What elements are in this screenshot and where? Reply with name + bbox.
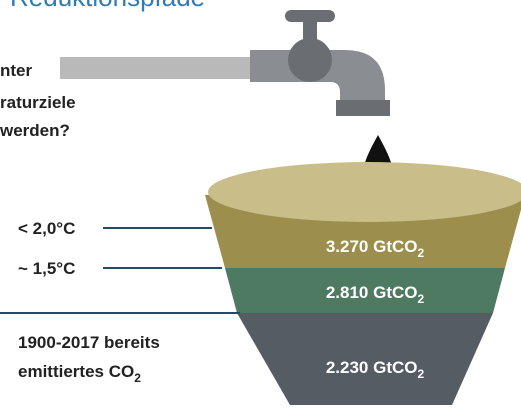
level-label: 1900-2017 bereits [18,333,160,352]
amount: 2.230 GtCO2 [326,358,425,381]
level-label: ~ 1,5°C [18,259,75,278]
subscript: 2 [134,371,141,385]
amount-text: 3.270 GtCO [326,237,418,256]
band-1-5 [225,268,505,313]
amount-text: 2.810 GtCO [326,283,418,302]
question-line: nter [0,61,33,80]
amount: 2.810 GtCO2 [326,283,425,306]
subscript: 2 [417,367,424,381]
pipe [60,57,260,79]
amount: 3.270 GtCO2 [326,237,425,260]
amount-text: 2.230 GtCO [326,358,418,377]
subscript: 2 [417,292,424,306]
title: Reduktionspfade [10,0,205,12]
question-line: werden? [0,121,70,140]
handle [285,10,335,22]
level-label: emittiertes CO2 [18,362,141,385]
question-line: raturziele [0,93,76,112]
handle-stem [303,20,317,40]
subscript: 2 [417,246,424,260]
level-label: < 2,0°C [18,219,75,238]
band-emitted [237,313,493,405]
bucket-top [208,162,521,222]
spout [336,100,390,116]
faucet-valve [288,38,332,82]
label-text: emittiertes CO [18,362,134,381]
